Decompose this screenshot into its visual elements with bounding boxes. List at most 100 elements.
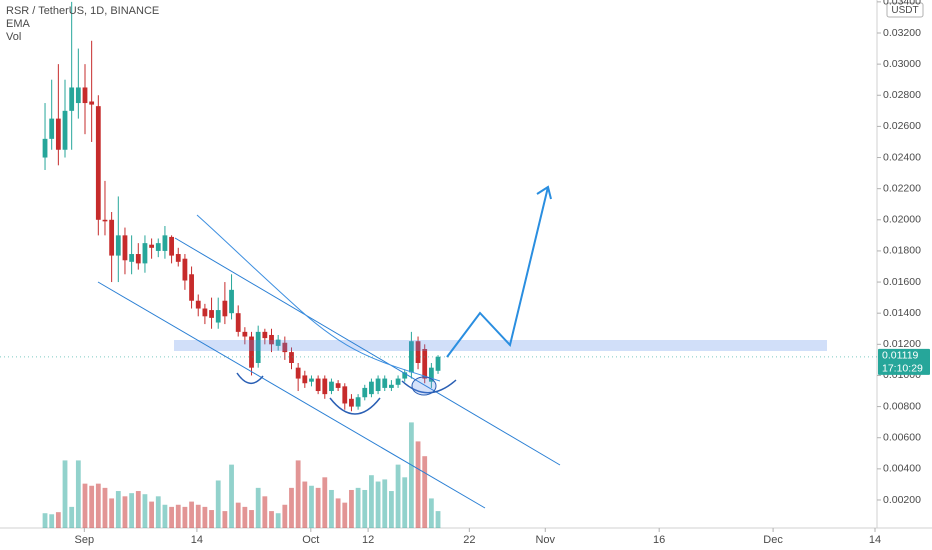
candle-body [115,235,121,256]
x-tick-label: Nov [535,534,555,546]
candle-body [82,87,88,104]
volume-bar [42,513,48,528]
y-tick-label: 0.02200 [883,182,921,194]
volume-bar [149,501,155,528]
y-tick-label: 0.01200 [883,338,921,350]
volume-bar [275,513,281,528]
candle-body [295,367,301,379]
volume-bar [82,483,88,528]
volume-bar [175,504,181,528]
volume-bar [269,511,274,528]
candle-body [382,378,388,388]
candle-body [369,381,374,395]
volume-bar [302,481,308,528]
volume-bar [182,506,188,528]
volume-bar [122,496,128,528]
candle-body [242,331,248,337]
candle-body [335,383,341,388]
last-price-box [878,348,930,375]
highlight-ellipse [411,376,437,396]
candle-body [142,243,148,264]
candle-body [215,310,221,323]
y-tick-label: 0.00800 [883,400,921,412]
y-tick-label: 0.00600 [883,431,921,443]
volume-bar [162,504,168,528]
x-tick-label: Dec [763,534,783,546]
volume-bar [202,506,208,528]
candle-body [289,352,294,363]
countdown-label: 17:10:29 [882,363,923,375]
volume-bar [255,487,261,528]
volume-bar [242,506,248,528]
volume-bar [422,456,428,528]
volume-layer [42,422,441,528]
candle-body [109,219,115,256]
candle-body [229,289,234,314]
candle-body [149,244,155,248]
volume-bar [369,475,374,528]
volume-bar [262,496,268,528]
candle-body [408,341,414,373]
candle-body [175,254,181,262]
candle-body [428,367,434,382]
candle-body [195,300,201,309]
x-tick-label: 12 [362,534,374,546]
volume-bar [215,480,221,528]
volume-bar [102,487,108,528]
candle-body [42,138,48,158]
candle-body [69,87,75,111]
chart-title: RSR / TetherUS, 1D, BINANCE [6,5,159,17]
candle-body [209,310,214,318]
volume-bar [135,491,141,528]
volume-bar [49,514,55,528]
y-tick-label: 0.03200 [883,27,921,39]
shoulder-curve [236,372,264,384]
candle-body [322,378,328,395]
candle-body [202,308,208,317]
volume-bar [355,487,361,528]
volume-bar [189,501,194,528]
volume-bar [322,477,328,528]
candle-body [395,378,401,385]
currency-label[interactable]: USDT [891,5,918,16]
x-tick-label: 22 [463,534,475,546]
x-tick-label: 14 [191,534,203,546]
candle-body [349,398,354,407]
candle-body [182,258,188,281]
candle-body [102,219,108,222]
x-tick-label: 16 [653,534,665,546]
ema-line [196,214,441,382]
volume-bar [89,485,95,528]
volume-bar [362,489,368,528]
currency-box[interactable] [886,2,924,18]
candle-body [162,235,168,251]
indicator-label: Vol [6,31,21,43]
volume-bar [169,506,174,528]
candle-body [275,339,281,346]
volume-bar [115,491,121,528]
volume-bar [282,504,288,528]
y-tick-label: 0.00200 [883,494,921,506]
volume-bar [222,511,228,528]
volume-bar [309,485,314,528]
volume-bar [289,487,294,528]
y-tick-label: 0.03000 [883,58,921,70]
channel-lower [97,281,486,509]
candle-body [389,384,394,388]
candle-body [315,378,321,392]
volume-bar [382,479,388,528]
volume-bar [109,498,115,528]
volume-bar [402,477,408,528]
candle-body [235,313,241,332]
candle-body [282,342,288,353]
volume-bar [295,460,301,528]
candle-body [222,300,228,317]
volume-bar [95,483,101,528]
volume-bar [55,512,61,528]
volume-bar [195,504,201,528]
volume-bar [315,487,321,528]
channel-upper [174,237,561,466]
candle-body [255,331,261,363]
